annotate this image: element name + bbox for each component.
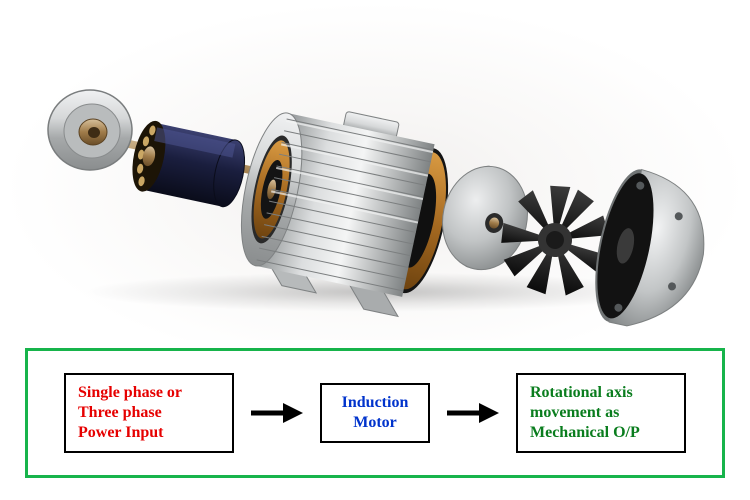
fan-cowl: [584, 164, 718, 338]
motor-exploded-view: [0, 0, 750, 340]
motor-svg: [0, 0, 750, 340]
flow-node-input-text: Single phase orThree phasePower Input: [78, 384, 182, 441]
flow-node-output-text: Rotational axismovement asMechanical O/P: [530, 384, 640, 441]
flow-node-output: Rotational axismovement asMechanical O/P: [516, 373, 686, 453]
flow-node-input: Single phase orThree phasePower Input: [64, 373, 234, 453]
arrow-a-to-b: [249, 398, 305, 428]
stator-frame: [226, 94, 463, 322]
front-bearing-cap: [48, 90, 132, 170]
rotor: [127, 118, 251, 212]
flow-node-motor: InductionMotor: [320, 383, 430, 443]
arrow-b-to-c: [445, 398, 501, 428]
flow-node-motor-text: InductionMotor: [342, 394, 409, 431]
flowchart-panel: Single phase orThree phasePower Input In…: [25, 348, 725, 478]
